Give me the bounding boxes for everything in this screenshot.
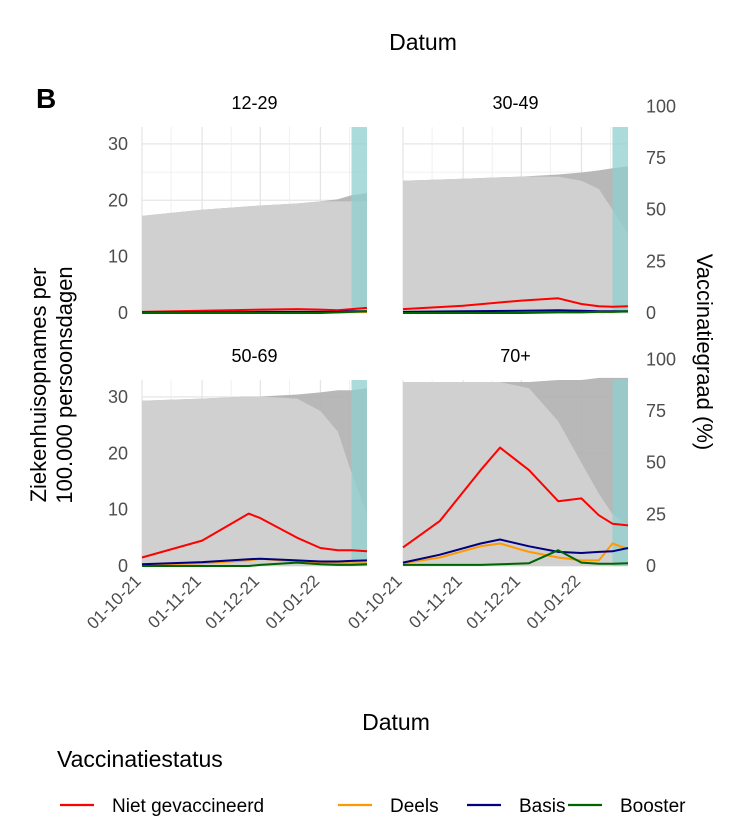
- legend-label-basis: Basis: [519, 796, 565, 817]
- series-line-booster: [142, 310, 368, 314]
- top-axis-title: Datum: [389, 29, 457, 55]
- y2-tick-label: 50: [646, 453, 666, 473]
- legend-title: Vaccinatiestatus: [57, 746, 223, 772]
- y-tick-label: 30: [108, 387, 128, 407]
- x-tick-label: 01-10-21: [83, 571, 145, 633]
- y-tick-label: 30: [108, 134, 128, 154]
- y2-tick-label: 25: [646, 504, 666, 524]
- facet-label: 30-49: [492, 93, 538, 113]
- series-line-booster: [142, 561, 368, 567]
- facet-panels: 12-29 0 10 20 30 30-49 0 25 50 75 100 50-69 0 10 20 30 0…: [83, 93, 676, 633]
- y2-tick-label: 25: [646, 251, 666, 271]
- y2-tick-label: 0: [646, 303, 656, 323]
- y-axis-label-line1: Ziekenhuisopnames per: [26, 268, 51, 503]
- x-tick-label: 01-11-21: [405, 571, 466, 632]
- highlight-period: [351, 127, 367, 313]
- y-tick-label: 10: [108, 500, 128, 520]
- y-axis-label-line2: 100.000 persoonsdagen: [52, 266, 77, 503]
- highlight-period: [612, 127, 628, 313]
- series-line-niet-gevaccineerd: [141, 512, 368, 559]
- y-tick-label: 20: [108, 443, 128, 463]
- facet-12-29: 12-29 0 10 20 30: [108, 93, 368, 323]
- coverage-area-basis: [142, 201, 367, 313]
- legend: Niet gevaccineerd Deels Basis Booster: [60, 796, 686, 817]
- series-line-basis: [402, 538, 629, 564]
- x-tick-label: 01-10-21: [344, 571, 406, 633]
- facet-label: 70+: [500, 346, 531, 366]
- x-tick-label: 01-12-21: [463, 571, 525, 633]
- x-tick-label: 01-01-22: [262, 571, 324, 633]
- facet-50-69: 50-69 0 10 20 30 01-10-21 01-11-2101-12-2101-0…: [83, 346, 368, 633]
- series-line-booster: [403, 549, 629, 566]
- coverage-area-basis: [142, 396, 367, 566]
- coverage-area-basis: [403, 176, 628, 313]
- panel-letter: B: [36, 83, 56, 114]
- series-line-niet-gevaccineerd: [402, 297, 629, 311]
- x-tick-label: 01-11-21: [144, 571, 205, 632]
- highlight-period: [351, 380, 367, 566]
- series-line-booster: [403, 310, 629, 314]
- y2-tick-label: 75: [646, 148, 666, 168]
- y2-tick-label: 0: [646, 556, 656, 576]
- legend-label-niet-gevaccineerd: Niet gevaccineerd: [112, 796, 264, 817]
- highlight-period: [612, 380, 628, 566]
- legend-label-booster: Booster: [620, 796, 686, 817]
- series-line-niet-gevaccineerd: [141, 306, 368, 313]
- facet-label: 50-69: [231, 346, 277, 366]
- series-line-basis: [141, 557, 368, 566]
- y-tick-label: 0: [118, 556, 128, 576]
- coverage-area-basis: [403, 382, 628, 566]
- legend-label-deels: Deels: [390, 796, 439, 817]
- y-tick-label: 0: [118, 303, 128, 323]
- x-tick-label: 01-12-21: [202, 571, 264, 633]
- x-axis-label: Datum: [362, 709, 430, 735]
- y2-tick-label: 100: [646, 96, 676, 116]
- y2-tick-label: 50: [646, 200, 666, 220]
- facet-70: 70+ 0 25 50 75 100 01-10-21 01-11-2101-12-2101-…: [344, 346, 676, 633]
- series-line-niet-gevaccineerd: [402, 446, 629, 549]
- y2-tick-label: 75: [646, 401, 666, 421]
- y-tick-label: 20: [108, 190, 128, 210]
- y2-axis-label: Vaccinatiegraad (%): [692, 254, 717, 450]
- y-tick-label: 10: [108, 247, 128, 267]
- facet-30-49: 30-49 0 25 50 75 100: [402, 93, 676, 323]
- facet-label: 12-29: [231, 93, 277, 113]
- y2-tick-label: 100: [646, 349, 676, 369]
- series-line-deels: [141, 557, 367, 566]
- x-tick-label: 01-01-22: [523, 571, 585, 633]
